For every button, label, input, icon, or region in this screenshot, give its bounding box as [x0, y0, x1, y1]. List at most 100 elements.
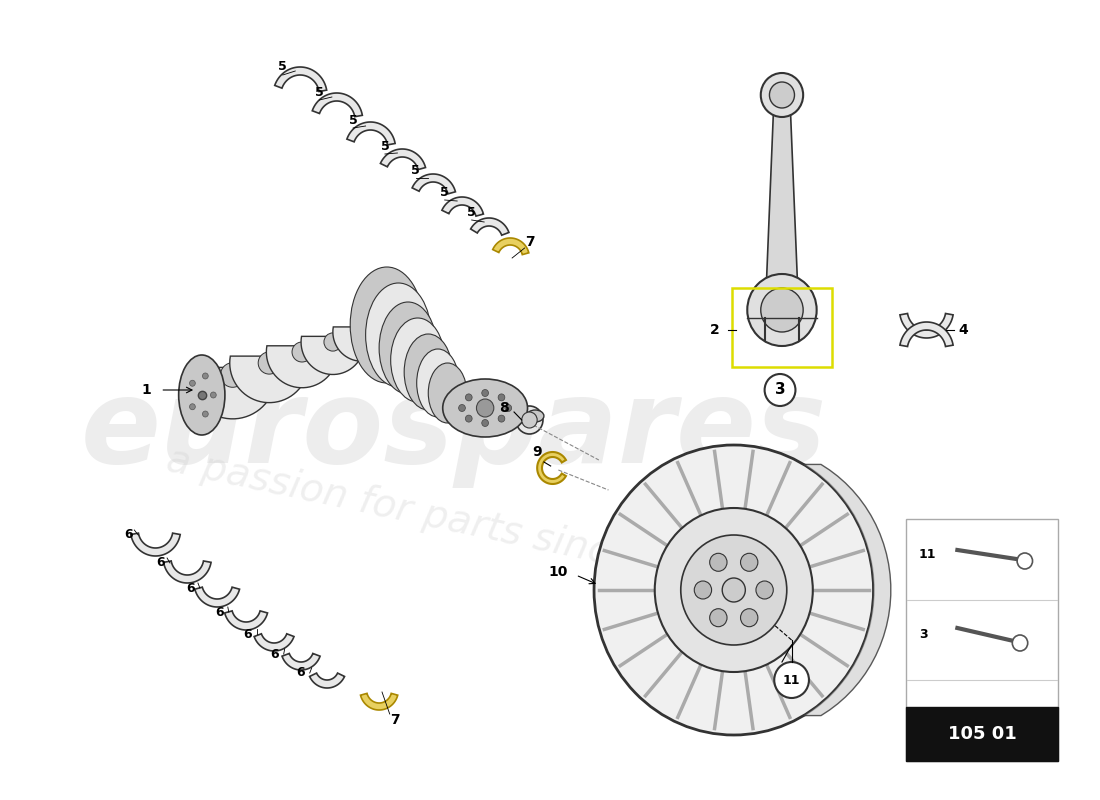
Circle shape	[740, 554, 758, 571]
Text: 105 01: 105 01	[947, 725, 1016, 743]
Circle shape	[465, 394, 472, 401]
Polygon shape	[309, 673, 344, 688]
Circle shape	[465, 415, 472, 422]
Circle shape	[202, 411, 208, 417]
Ellipse shape	[178, 355, 224, 435]
Ellipse shape	[292, 342, 312, 362]
Circle shape	[498, 415, 505, 422]
Polygon shape	[900, 322, 953, 346]
Polygon shape	[946, 718, 1019, 737]
Circle shape	[482, 390, 488, 397]
Circle shape	[1012, 635, 1027, 651]
Circle shape	[516, 406, 543, 434]
Text: eurospares: eurospares	[81, 373, 827, 487]
Text: 6: 6	[186, 582, 195, 594]
Circle shape	[482, 419, 488, 426]
Polygon shape	[312, 93, 362, 117]
Ellipse shape	[350, 267, 424, 383]
Circle shape	[202, 373, 208, 379]
Polygon shape	[361, 694, 398, 710]
Ellipse shape	[417, 349, 459, 417]
Text: 5: 5	[440, 186, 449, 198]
Ellipse shape	[220, 362, 245, 387]
Text: a passion for parts since 1985: a passion for parts since 1985	[163, 440, 746, 600]
Ellipse shape	[428, 363, 466, 423]
Ellipse shape	[527, 410, 543, 422]
Ellipse shape	[323, 333, 342, 351]
Text: 6: 6	[124, 529, 133, 542]
Polygon shape	[900, 314, 953, 338]
Text: 6: 6	[296, 666, 305, 679]
Text: 5: 5	[411, 163, 420, 177]
Text: 4: 4	[958, 323, 968, 337]
Circle shape	[740, 609, 758, 626]
Circle shape	[723, 578, 746, 602]
Text: 7: 7	[389, 713, 399, 727]
Ellipse shape	[404, 334, 452, 410]
Circle shape	[681, 535, 786, 645]
Text: 2: 2	[710, 323, 719, 337]
Circle shape	[761, 73, 803, 117]
Text: 8: 8	[499, 401, 509, 415]
FancyBboxPatch shape	[906, 707, 1057, 761]
Ellipse shape	[390, 318, 444, 402]
Polygon shape	[442, 197, 483, 216]
Polygon shape	[195, 587, 240, 607]
Polygon shape	[224, 611, 267, 630]
Polygon shape	[471, 218, 509, 235]
Text: 11: 11	[918, 549, 936, 562]
Polygon shape	[164, 561, 211, 583]
Circle shape	[769, 82, 794, 108]
Polygon shape	[804, 465, 891, 715]
Text: 5: 5	[468, 206, 476, 218]
Ellipse shape	[442, 379, 528, 437]
Circle shape	[521, 412, 537, 428]
Polygon shape	[381, 149, 426, 170]
Circle shape	[747, 274, 816, 346]
Ellipse shape	[258, 352, 280, 374]
Circle shape	[189, 404, 196, 410]
Polygon shape	[333, 327, 390, 362]
Text: 11: 11	[783, 674, 801, 686]
Circle shape	[756, 581, 773, 599]
Circle shape	[210, 392, 217, 398]
Ellipse shape	[354, 324, 370, 340]
Text: 3: 3	[918, 629, 927, 642]
Circle shape	[710, 554, 727, 571]
Text: 1: 1	[141, 383, 151, 397]
Text: 3: 3	[774, 382, 785, 398]
Circle shape	[764, 374, 795, 406]
Text: 7: 7	[525, 235, 535, 249]
Polygon shape	[189, 367, 276, 419]
Circle shape	[1018, 553, 1033, 569]
FancyBboxPatch shape	[906, 519, 1057, 761]
Polygon shape	[275, 67, 327, 91]
Polygon shape	[346, 122, 395, 145]
Text: 6: 6	[243, 627, 252, 641]
Polygon shape	[537, 452, 565, 484]
Polygon shape	[412, 174, 455, 194]
Circle shape	[505, 405, 512, 411]
Circle shape	[654, 508, 813, 672]
Circle shape	[459, 405, 465, 411]
Polygon shape	[131, 533, 180, 556]
Polygon shape	[282, 654, 320, 670]
Polygon shape	[767, 115, 798, 280]
Polygon shape	[254, 634, 294, 651]
Circle shape	[710, 609, 727, 626]
Circle shape	[774, 662, 808, 698]
Text: 5: 5	[315, 86, 323, 98]
Ellipse shape	[365, 283, 431, 387]
Text: 5: 5	[381, 139, 389, 153]
Text: 5: 5	[278, 61, 287, 74]
Text: 9: 9	[532, 445, 542, 459]
Text: 6: 6	[156, 557, 165, 570]
Circle shape	[476, 399, 494, 417]
Circle shape	[761, 288, 803, 332]
Polygon shape	[301, 336, 365, 374]
Circle shape	[498, 394, 505, 401]
Circle shape	[694, 581, 712, 599]
Ellipse shape	[379, 302, 437, 394]
Text: 6: 6	[214, 606, 223, 618]
Polygon shape	[493, 238, 529, 254]
